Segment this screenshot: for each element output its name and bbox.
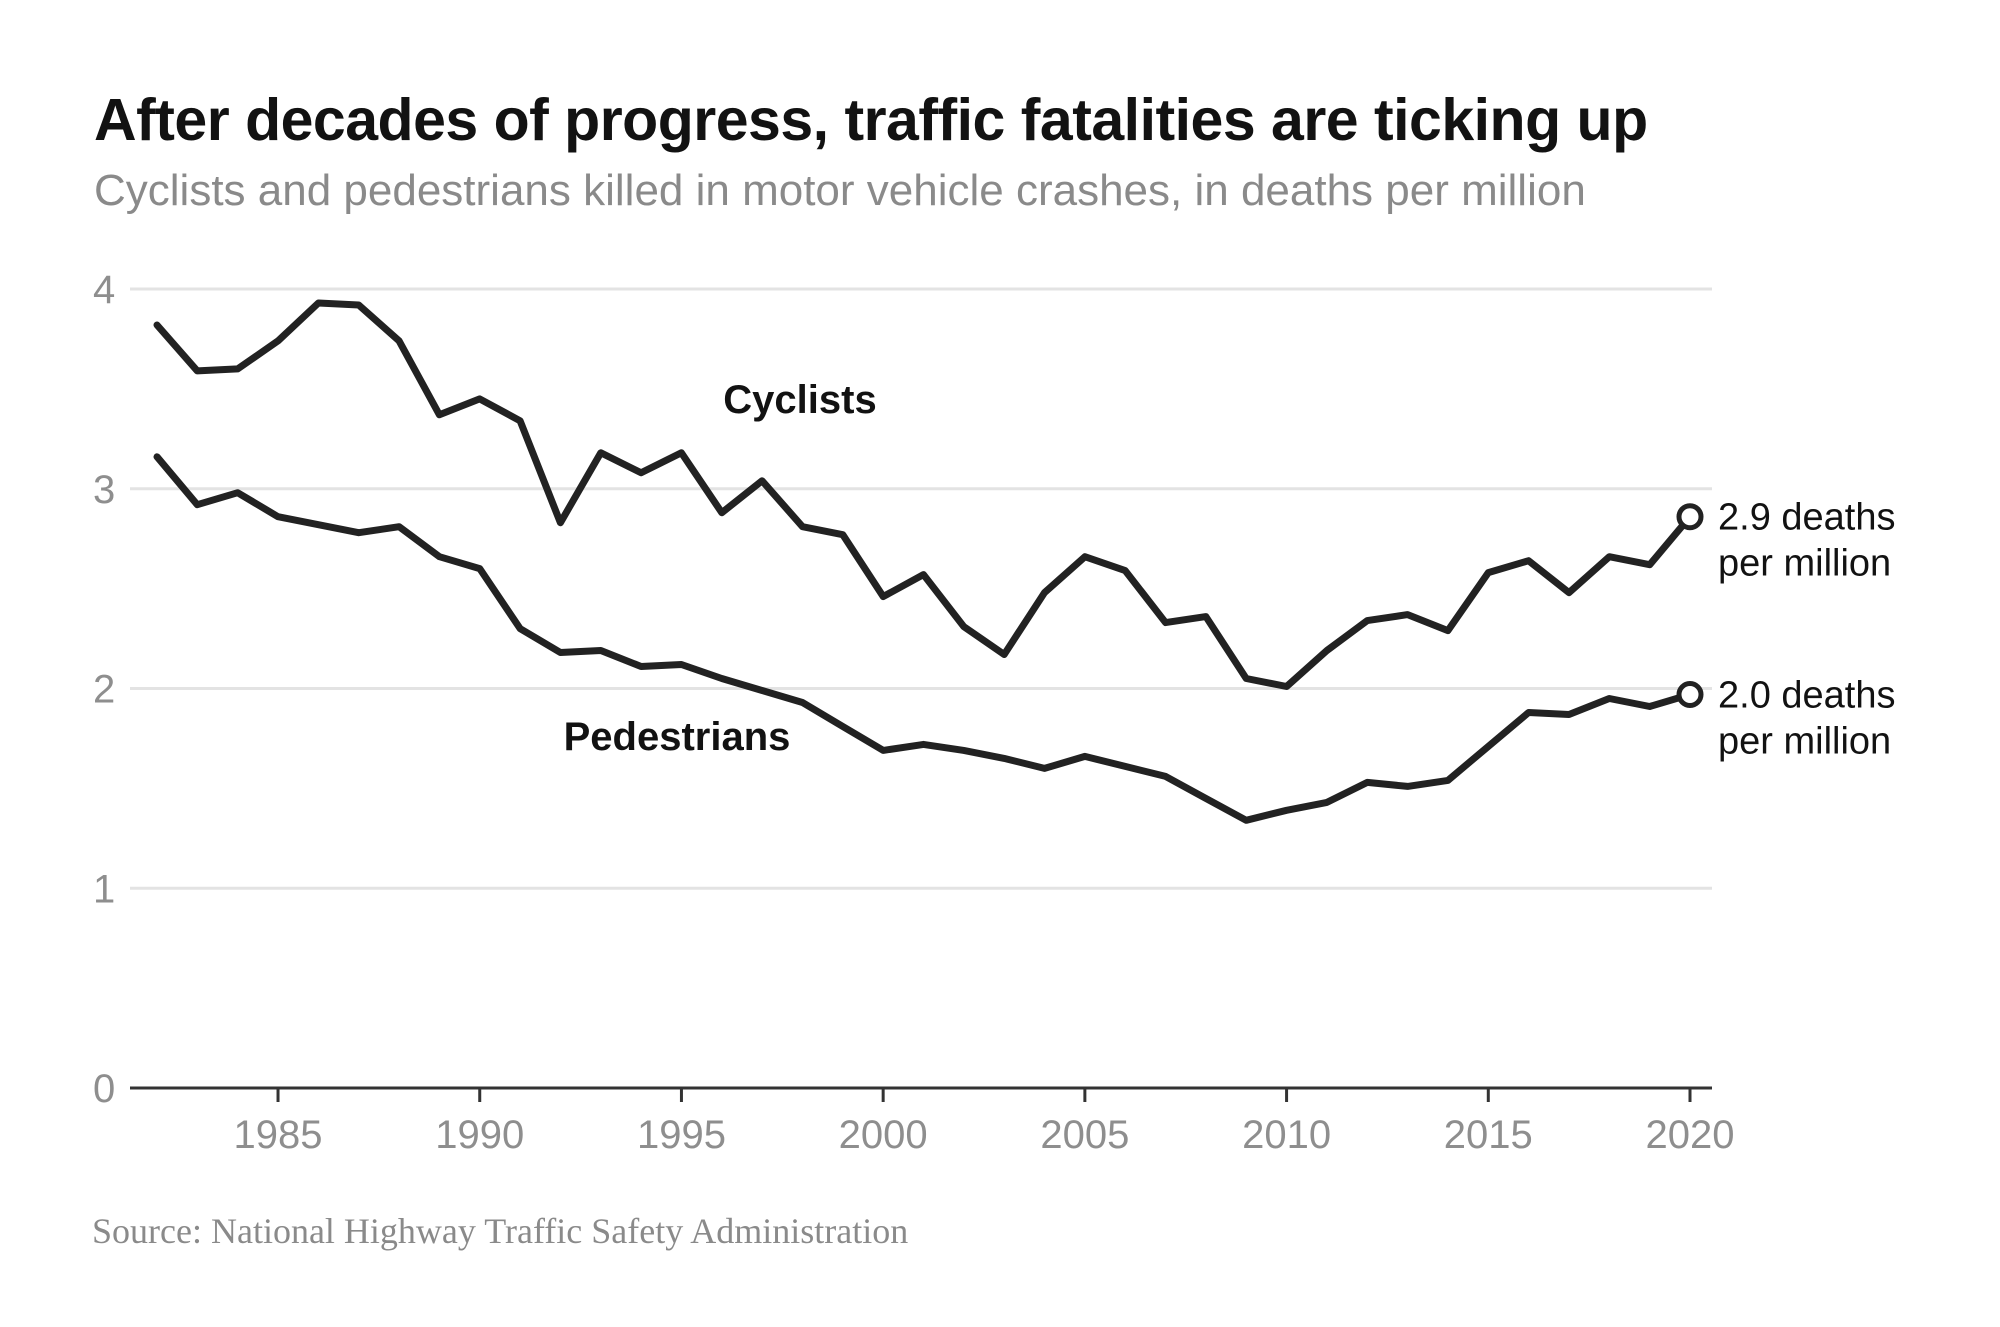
x-axis-ticks: 1985 1990 1995 2000 2005 2010 2015 2020 [234,1088,1735,1157]
x-tick-label: 2000 [839,1113,928,1157]
y-tick-label: 1 [93,867,115,911]
x-tick-label: 2020 [1646,1113,1735,1157]
end-label-pedestrians: per million [1718,720,1891,762]
gridlines [130,287,1712,890]
x-tick-label: 2010 [1242,1113,1331,1157]
series-line-pedestrians [153,453,1694,824]
chart-title: After decades of progress, traffic fatal… [94,87,1648,153]
y-axis-ticks: 0 1 2 3 4 [93,268,115,1111]
x-tick-label: 2005 [1040,1113,1129,1157]
y-tick-label: 2 [93,668,115,712]
end-point-cyclists [1676,503,1704,531]
series-line-cyclists [153,299,1694,690]
x-tick-label: 1985 [234,1113,323,1157]
y-tick-label: 0 [93,1067,115,1111]
series-label-cyclists: Cyclists [723,378,876,422]
end-label-pedestrians: 2.0 deaths [1718,674,1895,716]
series-lines [153,299,1704,824]
series-label-pedestrians: Pedestrians [564,715,791,759]
chart-subtitle: Cyclists and pedestrians killed in motor… [94,166,1586,215]
end-label-cyclists: per million [1718,543,1891,585]
y-tick-label: 3 [93,468,115,512]
x-tick-label: 1990 [435,1113,524,1157]
x-tick-label: 2015 [1444,1113,1533,1157]
x-tick-label: 1995 [637,1113,726,1157]
end-label-cyclists: 2.9 deaths [1718,497,1895,539]
end-point-pedestrians [1676,680,1704,708]
source-note: Source: National Highway Traffic Safety … [92,1211,909,1251]
y-tick-label: 4 [93,268,115,312]
